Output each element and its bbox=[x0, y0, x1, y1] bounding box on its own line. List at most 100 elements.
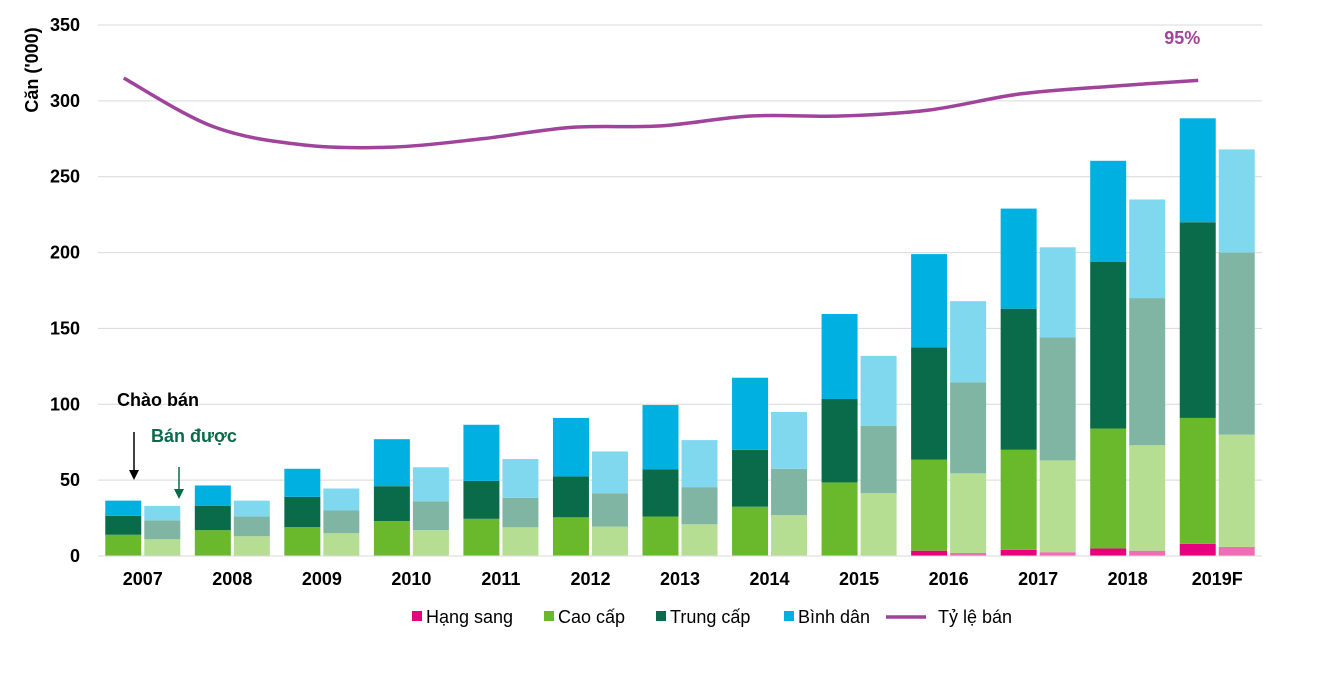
bars bbox=[105, 118, 1255, 556]
bar-sold bbox=[323, 488, 360, 511]
bar-offered bbox=[463, 518, 500, 556]
bar-offered bbox=[1090, 160, 1127, 262]
bar-sold bbox=[591, 451, 628, 494]
bar-sold bbox=[591, 526, 628, 556]
bar-offered bbox=[373, 439, 410, 487]
line-tyle-ban bbox=[122, 76, 1199, 150]
sold-arrowhead bbox=[174, 489, 184, 499]
bar-offered bbox=[105, 500, 142, 516]
bar-offered bbox=[194, 485, 231, 506]
bar-sold bbox=[950, 552, 987, 556]
bar-sold bbox=[1129, 550, 1166, 556]
bar-offered bbox=[1179, 118, 1216, 223]
bar-offered bbox=[911, 347, 948, 460]
bar-offered bbox=[284, 468, 321, 497]
y-tick-label: 250 bbox=[50, 167, 80, 187]
bar-sold bbox=[860, 425, 897, 494]
bar-sold bbox=[144, 539, 181, 556]
bar-sold bbox=[233, 536, 270, 556]
bar-sold bbox=[1129, 445, 1166, 551]
bar-offered bbox=[194, 505, 231, 531]
bar-sold bbox=[1218, 546, 1255, 556]
bar-offered bbox=[552, 517, 589, 556]
bar-offered bbox=[552, 417, 589, 477]
y-tick-label: 200 bbox=[50, 243, 80, 263]
bar-sold bbox=[323, 533, 360, 556]
y-tick-label: 150 bbox=[50, 318, 80, 338]
bar-sold bbox=[1129, 199, 1166, 299]
bar-offered bbox=[1090, 548, 1127, 556]
bar-offered bbox=[821, 314, 858, 399]
offered-arrowhead bbox=[129, 470, 139, 480]
x-tick-label: 2017 bbox=[1018, 569, 1058, 589]
legend-swatch bbox=[656, 611, 666, 621]
x-tick-label: 2012 bbox=[570, 569, 610, 589]
bar-sold bbox=[502, 459, 539, 498]
x-tick-label: 2013 bbox=[660, 569, 700, 589]
bar-sold bbox=[681, 440, 718, 488]
bar-sold bbox=[1039, 337, 1076, 461]
bar-sold bbox=[412, 530, 449, 556]
x-tick-label: 2011 bbox=[481, 569, 520, 589]
bar-offered bbox=[642, 516, 679, 556]
bar-offered bbox=[1179, 222, 1216, 418]
bar-sold bbox=[1218, 434, 1255, 547]
bar-offered bbox=[1179, 543, 1216, 556]
bar-sold bbox=[591, 493, 628, 527]
bar-sold bbox=[323, 510, 360, 534]
bar-sold bbox=[412, 501, 449, 531]
bar-offered bbox=[284, 496, 321, 528]
bar-sold bbox=[681, 487, 718, 525]
bar-offered bbox=[642, 405, 679, 470]
legend-label: Trung cấp bbox=[670, 607, 750, 627]
bar-sold bbox=[1129, 298, 1166, 446]
legend-label: Tỷ lệ bán bbox=[938, 607, 1012, 627]
bar-offered bbox=[911, 550, 948, 556]
bar-sold bbox=[860, 355, 897, 426]
bar-offered bbox=[1000, 449, 1037, 550]
bar-sold bbox=[233, 516, 270, 537]
y-tick-label: 50 bbox=[60, 470, 80, 490]
bar-offered bbox=[1090, 261, 1127, 429]
bar-sold bbox=[950, 301, 987, 383]
bar-offered bbox=[1000, 208, 1037, 309]
y-tick-label: 100 bbox=[50, 394, 80, 414]
bar-sold bbox=[502, 497, 539, 528]
bar-offered bbox=[911, 254, 948, 348]
bar-sold bbox=[681, 524, 718, 556]
bar-offered bbox=[373, 486, 410, 522]
bar-offered bbox=[463, 424, 500, 481]
legend-swatch bbox=[412, 611, 422, 621]
bar-offered bbox=[821, 482, 858, 556]
x-tick-label: 2008 bbox=[212, 569, 252, 589]
bar-offered bbox=[732, 506, 769, 556]
line-end-label: 95% bbox=[1164, 28, 1200, 48]
bar-offered bbox=[284, 527, 321, 556]
bar-offered bbox=[1000, 308, 1037, 450]
bar-sold bbox=[860, 493, 897, 556]
gridlines bbox=[98, 24, 1262, 481]
bar-offered bbox=[105, 515, 142, 535]
bar-sold bbox=[950, 382, 987, 474]
y-axis-title: Căn ('000) bbox=[22, 27, 42, 112]
bar-offered bbox=[552, 476, 589, 518]
bar-offered bbox=[732, 377, 769, 450]
bar-sold bbox=[233, 500, 270, 517]
bar-sold bbox=[502, 527, 539, 556]
bar-sold bbox=[1039, 460, 1076, 553]
y-tick-label: 300 bbox=[50, 91, 80, 111]
bar-offered bbox=[821, 398, 858, 483]
legend: Hạng sang Cao cấp Trung cấp Bình dân Tỷ lệ b… bbox=[412, 607, 1012, 627]
x-tick-label: 2018 bbox=[1108, 569, 1148, 589]
line-series bbox=[122, 76, 1199, 150]
legend-label: Bình dân bbox=[798, 607, 870, 627]
bar-offered bbox=[463, 480, 500, 519]
bar-offered bbox=[642, 469, 679, 517]
sold-annotation: Bán được bbox=[151, 426, 237, 446]
x-tick-label: 2019F bbox=[1192, 569, 1243, 589]
bar-sold bbox=[144, 505, 181, 521]
x-tick-labels: 2007 2008 2009 2010 2011 2012 2013 2014 2015 2016… bbox=[123, 569, 1243, 589]
bar-offered bbox=[911, 459, 948, 551]
y-tick-labels: 0 50 100 150 200 250 300 350 bbox=[50, 15, 80, 566]
